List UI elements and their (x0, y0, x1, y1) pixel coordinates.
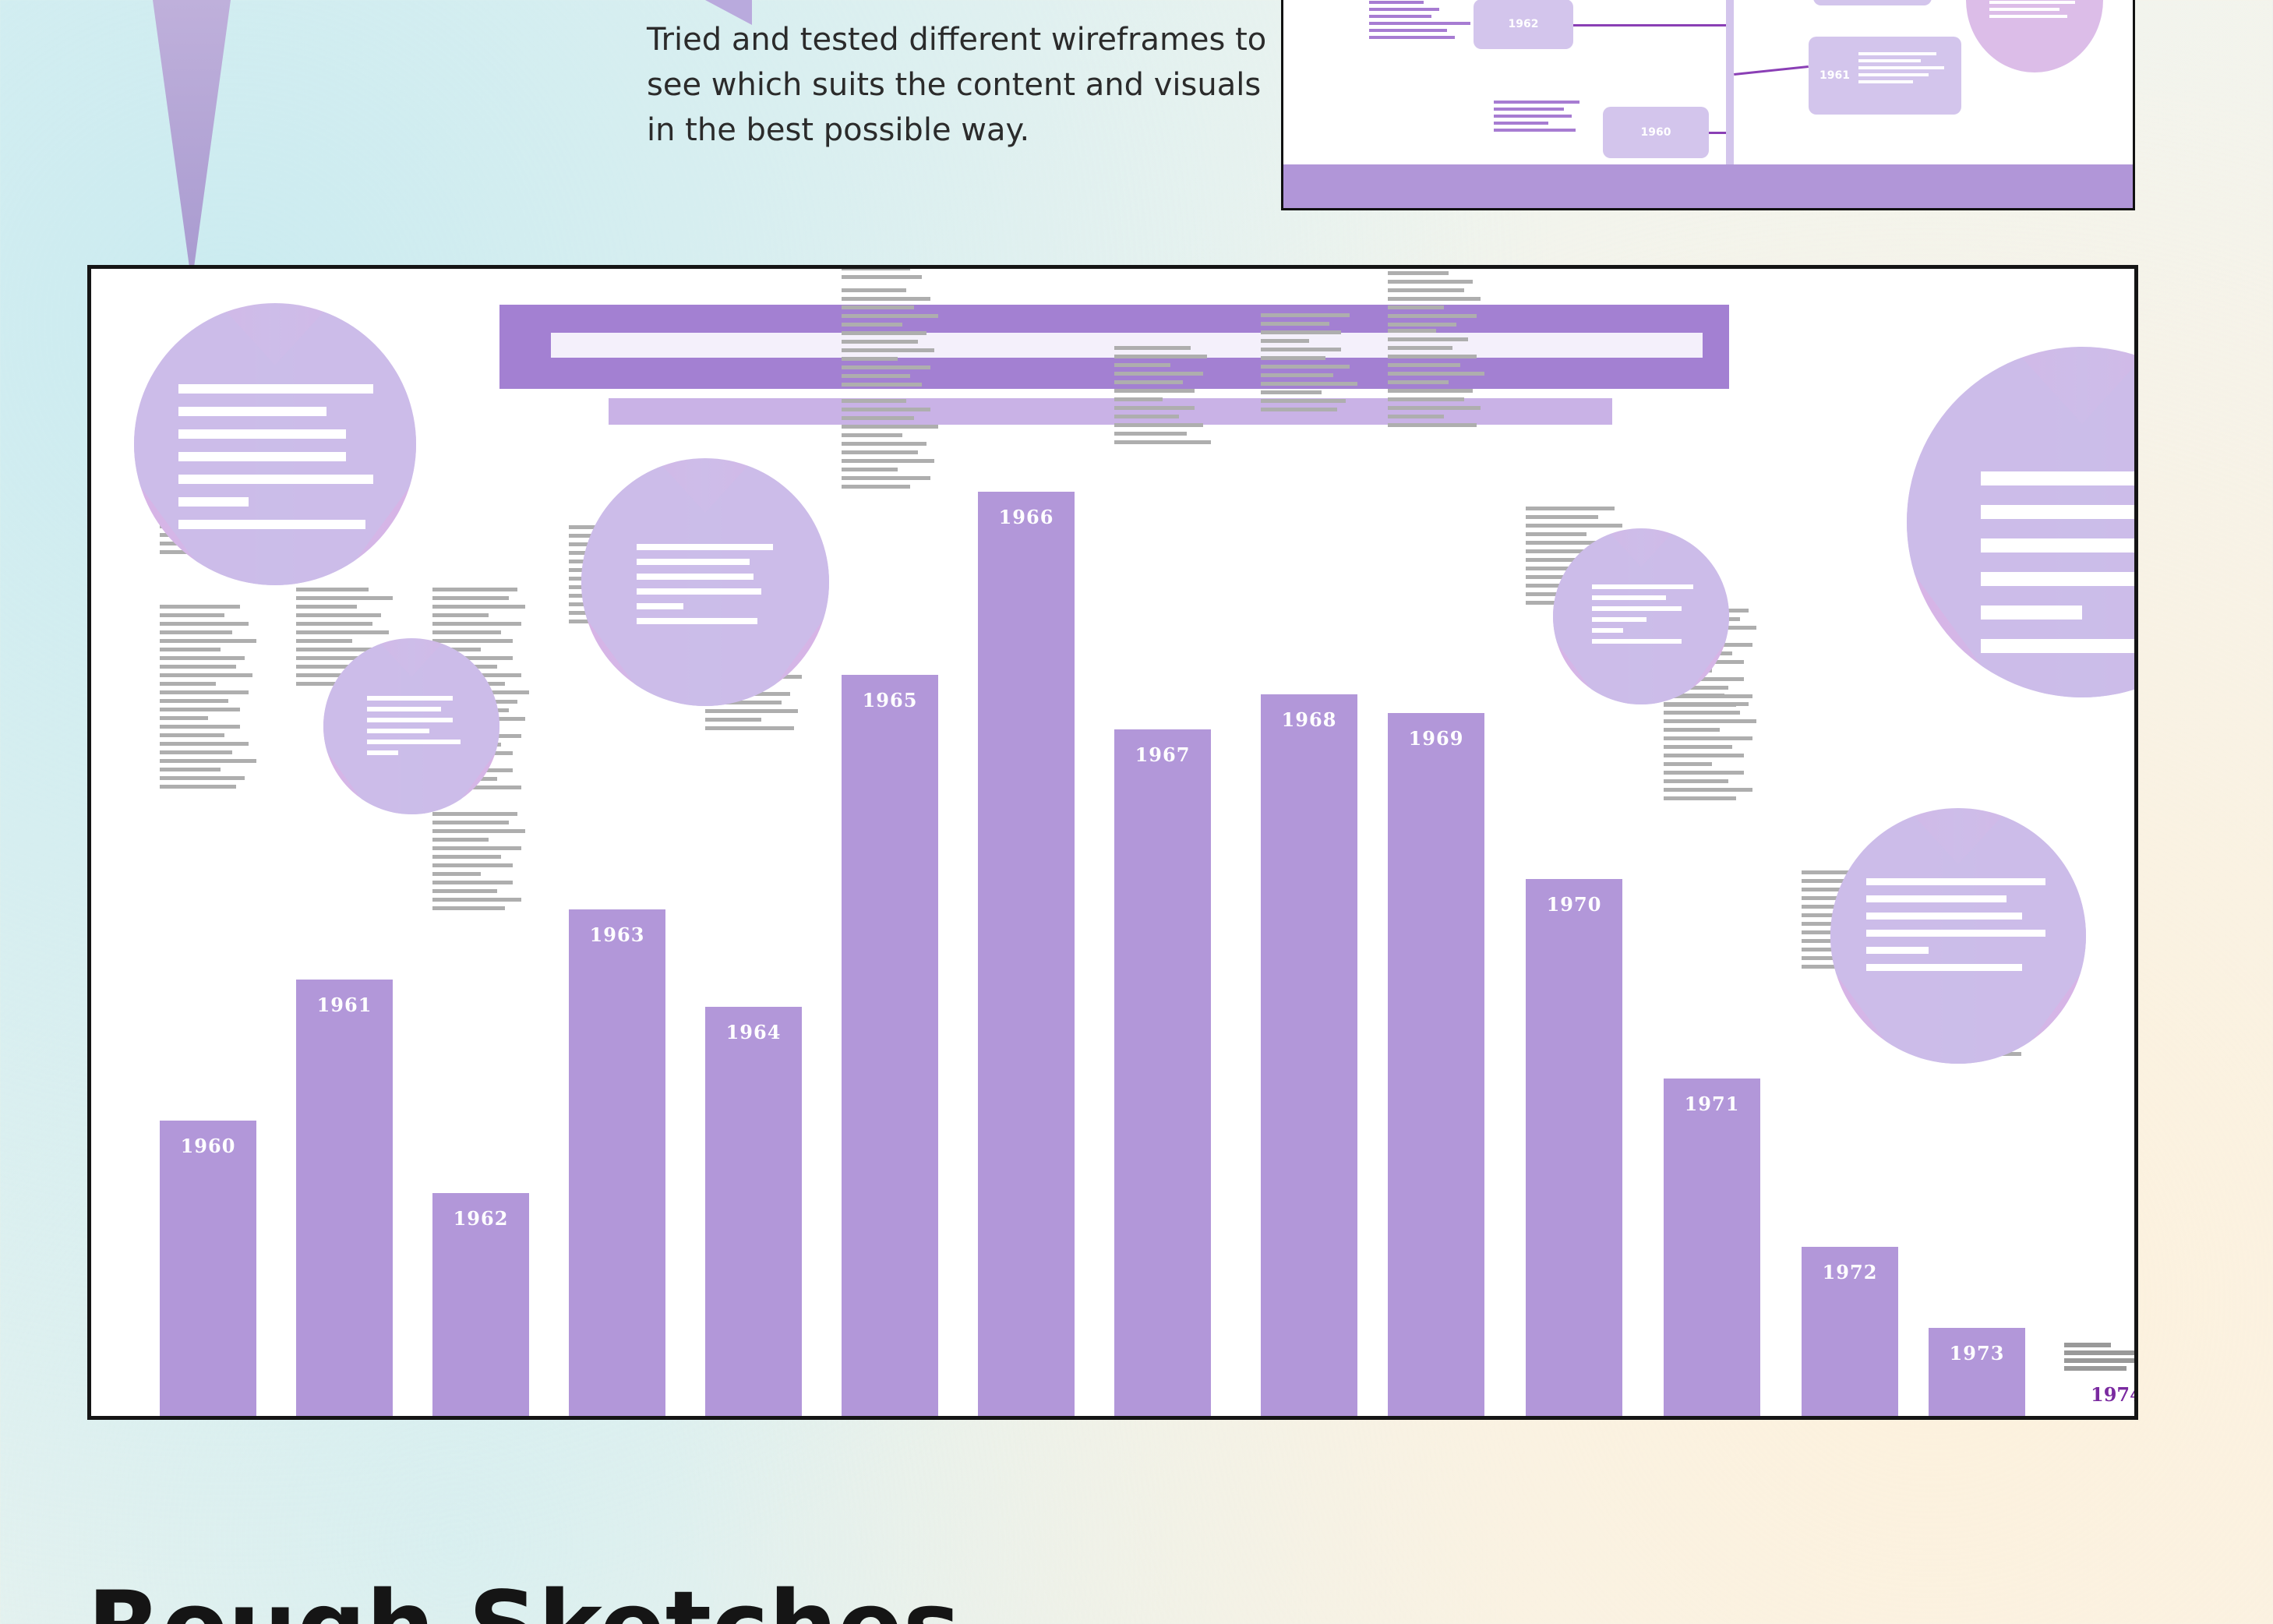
text-placeholder (1858, 52, 1944, 87)
timeline-node-label: 1960 (1640, 126, 1671, 139)
text-placeholder (842, 288, 938, 391)
text-placeholder (1114, 346, 1211, 449)
timeline-bar-1967: 1967 (1114, 729, 1211, 1416)
year-label: 1974 (2091, 1383, 2138, 1406)
info-circle-placeholder (1553, 528, 1729, 704)
wireframe-thumbnail: 1962 1961 1960 (1281, 0, 2135, 210)
info-circle-placeholder (323, 638, 499, 814)
info-circle-placeholder (134, 303, 416, 585)
timeline-bar-1961: 1961 (296, 980, 393, 1416)
year-label: 1971 (1684, 1093, 1740, 1115)
text-placeholder (1261, 313, 1357, 416)
text-placeholder (160, 605, 256, 793)
text-placeholder (1388, 329, 1484, 432)
text-placeholder (1388, 269, 1484, 331)
subtitle-bar (609, 398, 1612, 425)
title-placeholder (551, 333, 1703, 358)
info-circle-placeholder (1830, 808, 2086, 1064)
year-label: 1962 (453, 1207, 509, 1230)
timeline-bar-1966: 1966 (978, 492, 1075, 1416)
year-label: 1965 (862, 689, 918, 711)
connector-line (1709, 132, 1726, 134)
timeline-node-top (1813, 0, 1932, 5)
year-label: 1973 (1949, 1342, 2005, 1365)
section-heading: Rough Sketches (87, 1573, 961, 1624)
timeline-bar-1972: 1972 (1802, 1247, 1898, 1416)
text-placeholder (1664, 694, 1760, 805)
year-label: 1963 (589, 923, 645, 946)
year-label: 1972 (1822, 1261, 1878, 1283)
timeline-bar-1965: 1965 (842, 675, 938, 1416)
year-label: 1964 (725, 1021, 782, 1043)
year-label: 1960 (180, 1135, 236, 1157)
timeline-bar-1960: 1960 (160, 1121, 256, 1416)
timeline-node-label: 1962 (1508, 18, 1539, 30)
text-placeholder (2064, 1343, 2134, 1374)
year-label: 1970 (1546, 893, 1602, 916)
timeline-bar-1973: 1973 (1929, 1328, 2025, 1416)
year-label: 1961 (316, 994, 372, 1016)
year-label: 1969 (1408, 727, 1464, 750)
pointer-cone-shape (153, 0, 231, 273)
timeline-bar-1968: 1968 (1261, 694, 1357, 1416)
timeline-node-1960: 1960 (1603, 107, 1709, 158)
text-placeholder (432, 812, 529, 915)
info-circle-placeholder (1907, 347, 2134, 697)
timeline-bar-1969: 1969 (1388, 713, 1484, 1416)
connector-line (1734, 65, 1809, 76)
info-circle-placeholder (581, 458, 829, 706)
timeline-node-1962: 1962 (1474, 0, 1573, 49)
connector-line (1573, 24, 1726, 26)
text-placeholder (1981, 471, 2134, 673)
text-placeholder (1494, 101, 1579, 136)
text-placeholder (1369, 1, 1470, 43)
year-label: 1967 (1135, 743, 1191, 766)
year-label: 1966 (998, 506, 1054, 528)
timeline-node-label: 1961 (1819, 69, 1850, 82)
timeline-bar-1963: 1963 (569, 909, 665, 1416)
timeline-spine (1726, 0, 1734, 166)
thumbnail-footer-bar (1283, 164, 2133, 208)
timeline-bar-1962: 1962 (432, 1193, 529, 1416)
timeline-bar-1971: 1971 (1664, 1079, 1760, 1416)
timeline-bar-1964: 1964 (705, 1007, 802, 1416)
text-placeholder (367, 696, 461, 761)
year-label: 1968 (1281, 708, 1337, 731)
text-placeholder (178, 384, 373, 542)
text-placeholder (1866, 878, 2045, 981)
text-placeholder (637, 544, 773, 633)
text-placeholder (842, 269, 938, 284)
wireframe-caption: Tried and tested different wireframes to… (647, 22, 1267, 148)
text-placeholder (842, 399, 938, 493)
timeline-bar-1970: 1970 (1526, 879, 1622, 1416)
text-placeholder (1989, 1, 2075, 22)
bar-timeline-wireframe: 1960 1961 1962 1963 1964 1965 1966 1967 1968 1969… (87, 265, 2138, 1420)
text-placeholder (1592, 584, 1693, 650)
